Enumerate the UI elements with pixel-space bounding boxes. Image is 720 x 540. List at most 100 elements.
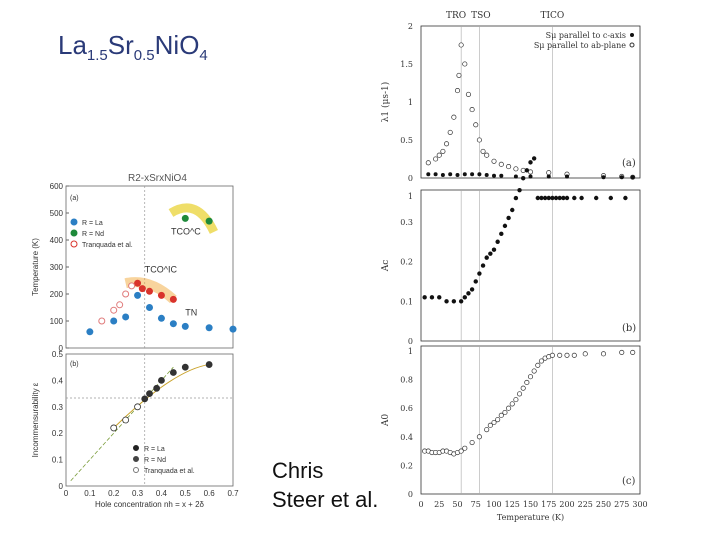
left-figure: R2-xSrxNiO4 0 100 200 300 400 500 600 Temperatu…	[31, 173, 239, 508]
data-point	[517, 187, 522, 193]
data-point	[557, 195, 562, 201]
data-point-ab	[506, 164, 512, 170]
data-point	[422, 295, 427, 300]
data-point	[571, 352, 577, 358]
legend-label: Tranquada et al.	[82, 242, 133, 249]
y-tick-label: 0	[59, 344, 64, 353]
data-point-ab	[454, 88, 461, 94]
data-point	[458, 299, 464, 304]
legend-label: Sμ parallel to ab-plane	[534, 41, 626, 50]
x-tick-label: 100	[486, 500, 501, 509]
data-point	[491, 419, 497, 426]
data-point	[122, 416, 130, 424]
x-tick-label: 75	[471, 500, 481, 509]
data-point-c	[448, 172, 453, 177]
data-point	[98, 317, 106, 325]
x-tick-label: 0.2	[108, 489, 120, 498]
legend-label: Tranquada et al.	[144, 468, 195, 475]
data-point-ab	[476, 137, 482, 143]
data-point	[495, 417, 501, 423]
plot-frame	[420, 189, 641, 342]
data-point	[462, 445, 468, 451]
data-point	[550, 195, 555, 201]
data-point-c	[528, 174, 533, 179]
data-point-ab	[456, 72, 462, 78]
data-point	[513, 397, 519, 403]
x-tick-label: 0.3	[132, 489, 144, 498]
data-point	[531, 368, 537, 374]
marker-tso: TSO	[471, 11, 491, 21]
right-panel-c: 00.20.40.60.810 25 50 75 100 125 150 175 200 225 2…	[381, 345, 648, 522]
annotation-tco-ic: TCO^IC	[145, 264, 178, 274]
data-point-c	[433, 172, 438, 177]
data-point	[594, 195, 599, 201]
x-tick-label: 225	[578, 500, 593, 509]
y-tick-label: 0	[408, 490, 413, 499]
x-tick-label: 300	[632, 500, 647, 509]
y-tick-label: 0	[408, 174, 413, 183]
y-tick-label: 1	[408, 192, 413, 201]
data-point	[524, 379, 530, 386]
y-tick-label: 0.1	[400, 297, 413, 306]
y-tick-label: 0.2	[400, 258, 413, 267]
legend-marker	[133, 456, 139, 462]
y-tick-label: 0.2	[52, 429, 64, 438]
data-point	[521, 176, 526, 181]
data-point	[169, 295, 177, 303]
x-axis-label: Temperature (K)	[497, 513, 564, 522]
y-axis-label: A0	[381, 414, 391, 427]
data-point	[531, 156, 537, 161]
data-point-ab	[436, 152, 442, 158]
data-point	[110, 317, 118, 325]
title-sub-o: 4	[199, 47, 208, 65]
data-point-ab	[491, 158, 497, 164]
data-point	[510, 207, 515, 213]
data-point	[169, 320, 177, 328]
y-tick-label: 1.5	[400, 60, 413, 69]
title-nio: NiO	[154, 30, 200, 60]
data-point	[153, 384, 161, 392]
x-tick-label: 0.1	[84, 489, 96, 498]
data-point	[429, 295, 435, 300]
data-point	[484, 255, 489, 260]
data-point	[538, 358, 545, 364]
data-point	[499, 231, 504, 237]
data-point	[480, 263, 486, 268]
x-tick-label: 275	[614, 500, 629, 509]
data-point-ab	[433, 156, 439, 162]
data-point	[146, 304, 153, 311]
data-point	[502, 409, 508, 416]
y-tick-label: 0.4	[400, 433, 413, 442]
y-tick-label: 2	[408, 22, 413, 31]
y-tick-label: 0.3	[52, 403, 64, 412]
data-point-ab	[498, 161, 504, 167]
y-tick-label: 0	[408, 337, 413, 346]
data-point	[553, 195, 559, 201]
data-point	[466, 291, 471, 296]
left-bottom-panel: 0 0.1 0.2 0.3 0.4 0.5 0 0.1 0.2 0.3 0.4 0.5 0.6 0.7 In…	[31, 350, 239, 508]
data-point	[134, 279, 142, 287]
data-point-c	[619, 175, 624, 180]
data-point	[181, 322, 189, 330]
data-point-c	[477, 172, 482, 177]
data-point-ab	[447, 129, 453, 135]
data-point-c	[462, 172, 467, 177]
y-tick-label: 500	[50, 209, 64, 218]
data-point	[564, 195, 570, 201]
data-point	[86, 328, 94, 336]
data-point	[141, 395, 149, 403]
legend-label: R = La	[82, 220, 103, 227]
legend-marker	[133, 445, 139, 451]
data-point	[158, 376, 165, 384]
annotation-tn: TN	[185, 308, 197, 318]
data-point	[517, 391, 523, 397]
x-tick-label: 50	[452, 500, 462, 509]
y-tick-label: 0.6	[400, 404, 413, 413]
data-point	[205, 217, 213, 225]
data-point	[524, 168, 530, 173]
x-tick-label: 0.6	[204, 489, 216, 498]
panel-label: (a)	[622, 158, 636, 169]
data-point	[477, 271, 482, 276]
y-tick-label: 0	[59, 482, 64, 491]
data-point	[205, 324, 213, 332]
